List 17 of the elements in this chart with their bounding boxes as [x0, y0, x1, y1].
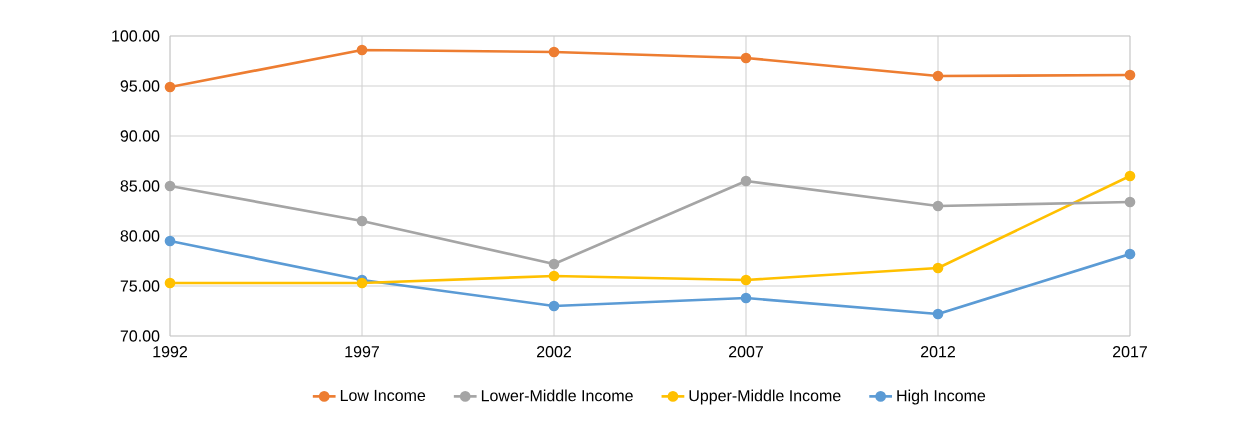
- y-tick-label: 100.00: [112, 30, 160, 42]
- y-tick-label: 70.00: [120, 330, 160, 342]
- x-tick-label: 2017: [1112, 346, 1147, 358]
- y-tick-label: 75.00: [120, 280, 160, 292]
- x-tick-label: 1992: [153, 346, 187, 358]
- y-tick-label: 85.00: [120, 180, 160, 192]
- y-tick-label: 90.00: [120, 130, 160, 142]
- legend-label: Low Income: [340, 389, 426, 402]
- y-tick-label: 95.00: [120, 80, 160, 92]
- legend-label: Upper-Middle Income: [689, 389, 841, 405]
- legend-label: Lower-Middle Income: [481, 389, 633, 402]
- legend-label: High Income: [897, 389, 986, 405]
- x-tick-label: 2002: [537, 346, 571, 358]
- x-tick-label: 1997: [345, 346, 379, 358]
- x-tick-label: 2012: [921, 346, 955, 358]
- y-tick-label: 80.00: [120, 230, 160, 242]
- x-tick-label: 2007: [729, 346, 763, 358]
